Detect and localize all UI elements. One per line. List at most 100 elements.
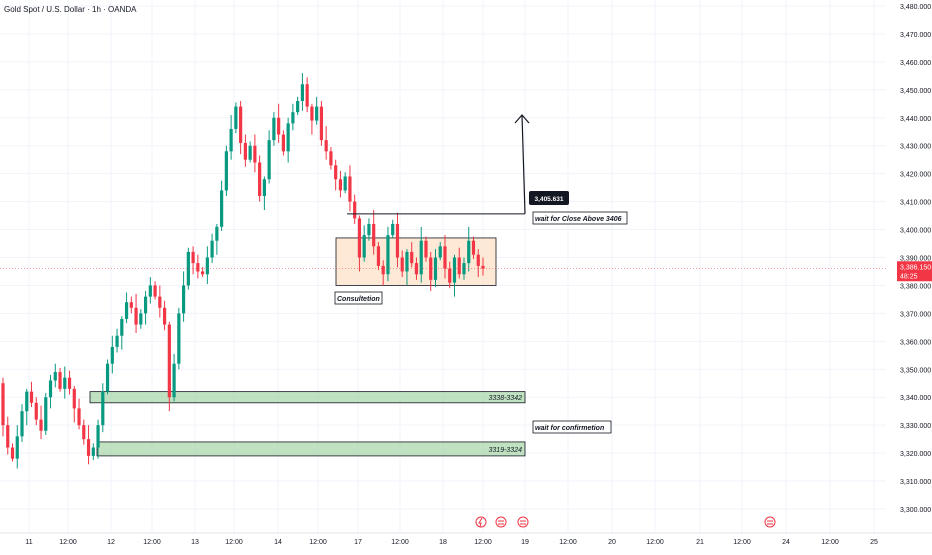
candle-body: [319, 106, 324, 141]
time-tick-label: 12:00: [309, 539, 327, 546]
price-tick-label: 3,350.000: [900, 367, 931, 374]
candle-body: [101, 391, 105, 426]
candle-body: [357, 218, 362, 258]
candle-body: [343, 176, 347, 191]
time-tick-label: 12:00: [646, 539, 664, 546]
time-tick-label: 25: [870, 539, 878, 546]
candle-body: [348, 176, 352, 202]
zone-label-lower: 3319-3324: [489, 447, 523, 454]
candle-body: [367, 223, 371, 236]
candle-body: [272, 117, 276, 141]
candle-body: [391, 223, 395, 236]
candle-body: [10, 447, 15, 459]
candle-body: [115, 335, 119, 347]
candle-body: [143, 296, 148, 314]
candle-body: [167, 324, 171, 398]
candle-body: [467, 240, 471, 264]
time-tick-label: 12:00: [225, 539, 243, 546]
price-tick-label: 3,330.000: [900, 423, 931, 430]
candle-body: [338, 179, 343, 191]
annotations: 3,386.150 48:25 3,405.631 wait for Close Ab…: [0, 114, 932, 434]
time-tick-label: 12:00: [143, 539, 161, 546]
lightning-glyph: [478, 517, 483, 528]
target-arrow-shaft: [521, 114, 526, 214]
candle-body: [29, 391, 34, 403]
time-tick-label: 12:00: [733, 539, 751, 546]
candle-body: [6, 425, 10, 448]
candle-body: [72, 388, 76, 409]
candle-body: [372, 223, 376, 247]
time-tick-label: 13: [191, 539, 199, 546]
candle-body: [267, 140, 271, 180]
price-countdown-label: 48:25: [900, 273, 918, 280]
candle-body: [205, 257, 209, 275]
candle-body: [386, 235, 390, 275]
price-tick-label: 3,320.000: [900, 451, 931, 458]
candle-body: [462, 263, 466, 275]
candle-body: [186, 251, 190, 286]
candle-body: [110, 346, 114, 364]
flag-field: [498, 519, 504, 525]
price-tick-label: 3,440.000: [900, 116, 931, 123]
candle-body: [201, 271, 205, 275]
candle-body: [153, 285, 157, 297]
candle-body: [224, 151, 228, 191]
candle-body: [158, 296, 162, 308]
candle-body: [414, 263, 419, 275]
candle-body: [429, 257, 433, 280]
wait-confirmation-label-box: [532, 420, 612, 434]
us-flag-event-icon: [495, 516, 507, 528]
candle-body: [177, 313, 181, 364]
candle-body: [481, 265, 485, 269]
candle-body: [448, 268, 452, 283]
price-tick-label: 3,380.000: [900, 283, 931, 290]
price-tick-label: 3,340.000: [900, 395, 931, 402]
candle-body: [53, 372, 57, 381]
time-tick-label: 12:00: [559, 539, 577, 546]
candle-body: [262, 179, 266, 197]
time-tick-label: 12: [107, 539, 115, 546]
candle-body: [196, 263, 200, 272]
current-price-label: 3,386.150: [900, 264, 931, 271]
lightning-event-icon: [475, 516, 487, 528]
candle-body: [172, 363, 176, 398]
candle-body: [253, 145, 257, 163]
target-arrow-head: [514, 114, 530, 124]
time-tick-label: 21: [696, 539, 704, 546]
candle-body: [67, 377, 72, 389]
consolidation-label: Consultetion: [337, 296, 380, 303]
candle-body: [129, 302, 133, 308]
price-tick-label: 3,390.000: [900, 256, 931, 263]
price-tick-label: 3,360.000: [900, 339, 931, 346]
price-tick-label: 3,300.000: [900, 507, 931, 514]
us-flag-event-icon: [764, 516, 776, 528]
candle-body: [286, 123, 290, 152]
candle-body: [181, 285, 186, 314]
lightning-event-icon-ring: [475, 516, 487, 528]
candle-body: [105, 363, 110, 392]
candle-body: [220, 190, 224, 227]
support-zone: [96, 441, 526, 457]
candle-body: [210, 240, 214, 258]
candle-body: [91, 447, 95, 456]
candle-body: [400, 257, 404, 272]
candlesticks: [1, 73, 485, 469]
price-tick-label: 3,310.000: [900, 479, 931, 486]
time-tick-label: 14: [274, 539, 282, 546]
time-tick-label: 19: [521, 539, 529, 546]
candle-body: [476, 254, 480, 266]
price-tick-label: 3,400.000: [900, 228, 931, 235]
zone-label-upper: 3338-3342: [489, 395, 523, 402]
consolidation-label-box: [334, 291, 383, 305]
wait-close-above-label: wait for Close Above 3406: [535, 216, 622, 223]
candle-body: [39, 419, 43, 431]
flag-field: [520, 519, 526, 525]
time-tick-label: 12:00: [391, 539, 409, 546]
time-tick-label: 24: [782, 539, 790, 546]
time-tick-label: 18: [439, 539, 447, 546]
price-tick-label: 3,480.000: [900, 4, 931, 11]
candle-body: [424, 240, 428, 258]
candle-body: [63, 377, 67, 389]
